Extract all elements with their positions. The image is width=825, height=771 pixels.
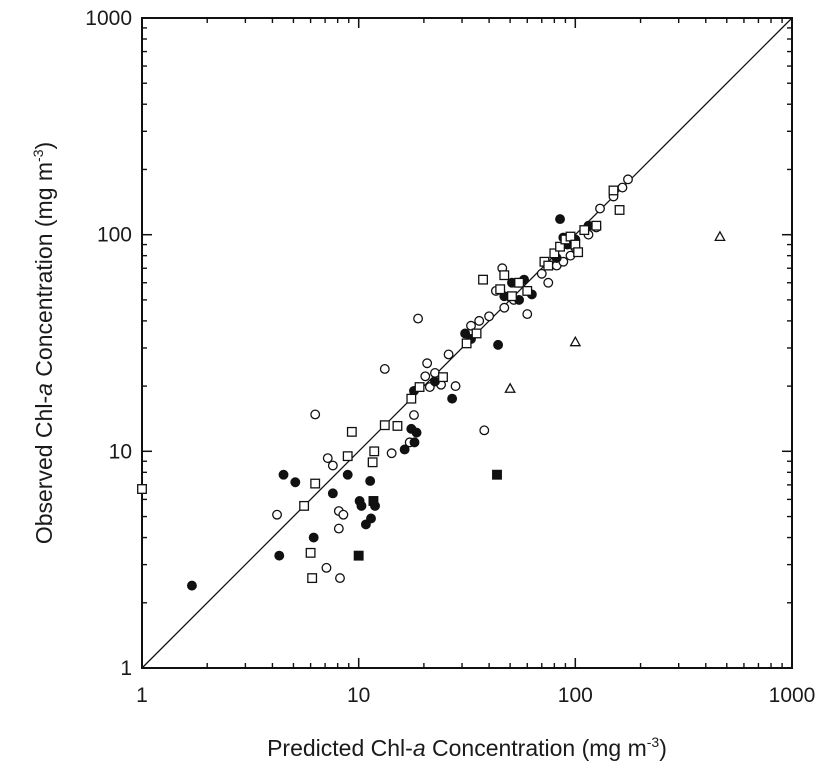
data-point-open-square bbox=[461, 338, 472, 349]
y-tick-label: 1000 bbox=[85, 7, 132, 30]
data-point-filled-square bbox=[492, 469, 502, 480]
data-point-open-triangle bbox=[714, 230, 726, 242]
data-point-open-triangle bbox=[569, 335, 582, 347]
data-point-open-square bbox=[369, 446, 380, 457]
data-point-filled-circle bbox=[274, 550, 285, 561]
data-point-open-square bbox=[137, 484, 147, 494]
data-point-open-circle bbox=[617, 182, 628, 193]
data-point-open-triangle bbox=[504, 382, 516, 393]
data-points bbox=[137, 174, 726, 591]
data-point-open-square bbox=[392, 420, 403, 431]
data-point-filled-square bbox=[368, 496, 379, 506]
data-point-open-circle bbox=[327, 460, 338, 471]
data-point-open-circle bbox=[379, 364, 390, 374]
tick-labels: 1 10 100 1000 1 10 100 1000 bbox=[85, 7, 815, 707]
data-point-open-square bbox=[522, 285, 533, 296]
x-tick-label: 100 bbox=[558, 684, 593, 707]
data-point-filled-circle bbox=[290, 477, 301, 488]
data-point-filled-circle bbox=[356, 500, 367, 511]
data-point-open-circle bbox=[335, 573, 345, 584]
data-point-open-circle bbox=[595, 203, 605, 214]
data-point-open-square bbox=[478, 274, 488, 285]
x-tick-label: 1 bbox=[136, 684, 148, 707]
data-point-filled-circle bbox=[327, 488, 338, 499]
data-point-open-circle bbox=[443, 349, 454, 360]
y-tick-label: 1 bbox=[120, 657, 132, 680]
data-point-open-circle bbox=[430, 368, 440, 378]
data-point-open-circle bbox=[272, 509, 282, 520]
data-point-open-square bbox=[414, 382, 425, 393]
data-point-open-square bbox=[406, 393, 417, 404]
data-point-filled-circle bbox=[278, 469, 289, 480]
data-point-open-circle bbox=[623, 174, 633, 185]
data-point-open-square bbox=[608, 185, 619, 196]
data-point-open-square bbox=[565, 231, 576, 242]
data-point-open-square bbox=[299, 500, 310, 511]
data-point-open-square bbox=[342, 451, 353, 462]
x-axis-title: Predicted Chl-a Concentration (mg m-3) bbox=[267, 734, 667, 761]
data-point-open-circle bbox=[466, 320, 476, 331]
data-point-open-circle bbox=[536, 268, 547, 279]
data-point-open-circle bbox=[338, 509, 349, 520]
data-point-open-square bbox=[471, 328, 482, 339]
data-point-open-square bbox=[310, 478, 321, 489]
data-point-open-square bbox=[514, 277, 525, 288]
x-tick-label: 1000 bbox=[769, 684, 816, 707]
data-point-open-square bbox=[549, 248, 560, 259]
data-point-open-circle bbox=[479, 425, 490, 436]
data-point-open-square bbox=[346, 426, 357, 437]
data-point-open-square bbox=[367, 457, 378, 468]
data-point-open-circle bbox=[543, 277, 554, 288]
data-point-open-circle bbox=[409, 410, 419, 421]
data-point-open-circle bbox=[522, 309, 533, 320]
data-point-filled-circle bbox=[399, 444, 410, 455]
data-point-open-square bbox=[438, 372, 448, 383]
data-point-open-square bbox=[614, 205, 625, 215]
data-point-open-square bbox=[507, 291, 517, 302]
y-tick-label: 10 bbox=[109, 440, 132, 463]
data-point-open-circle bbox=[386, 448, 397, 459]
plot-frame bbox=[141, 17, 793, 669]
data-point-open-circle bbox=[413, 313, 424, 324]
data-point-filled-square bbox=[353, 550, 364, 561]
data-point-open-square bbox=[305, 547, 316, 558]
data-point-open-circle bbox=[310, 409, 321, 420]
data-point-filled-circle bbox=[447, 393, 458, 404]
data-point-open-circle bbox=[321, 562, 332, 573]
data-point-filled-circle bbox=[366, 513, 376, 524]
data-point-open-square bbox=[495, 284, 506, 295]
axis-ticks bbox=[141, 17, 793, 669]
data-point-open-circle bbox=[333, 523, 344, 534]
data-point-filled-circle bbox=[493, 339, 504, 350]
data-point-filled-circle bbox=[186, 580, 197, 591]
data-point-open-circle bbox=[499, 302, 510, 313]
data-point-open-square bbox=[543, 260, 554, 271]
data-point-open-circle bbox=[450, 381, 461, 392]
data-point-open-square bbox=[591, 220, 602, 231]
data-point-open-circle bbox=[422, 358, 433, 369]
data-point-filled-circle bbox=[411, 427, 422, 438]
data-point-open-circle bbox=[420, 371, 431, 382]
data-point-open-square bbox=[579, 225, 590, 236]
y-tick-label: 100 bbox=[97, 224, 132, 247]
y-axis-title: Observed Chl-a Concentration (mg m-3) bbox=[30, 142, 57, 544]
data-point-open-square bbox=[499, 270, 510, 281]
data-point-filled-circle bbox=[365, 475, 376, 486]
data-point-filled-circle bbox=[409, 437, 420, 448]
data-point-filled-circle bbox=[342, 469, 353, 480]
data-point-open-square bbox=[573, 247, 584, 258]
data-point-filled-circle bbox=[308, 532, 319, 543]
data-point-filled-circle bbox=[430, 376, 440, 387]
x-tick-label: 10 bbox=[347, 684, 370, 707]
data-point-open-square bbox=[555, 241, 565, 252]
data-point-filled-circle bbox=[460, 328, 471, 339]
data-point-open-circle bbox=[322, 453, 333, 464]
data-point-filled-circle bbox=[555, 214, 565, 225]
data-point-open-square bbox=[307, 573, 318, 584]
data-point-open-circle bbox=[484, 311, 495, 322]
data-point-open-square bbox=[379, 420, 390, 431]
data-point-open-circle bbox=[474, 315, 485, 326]
